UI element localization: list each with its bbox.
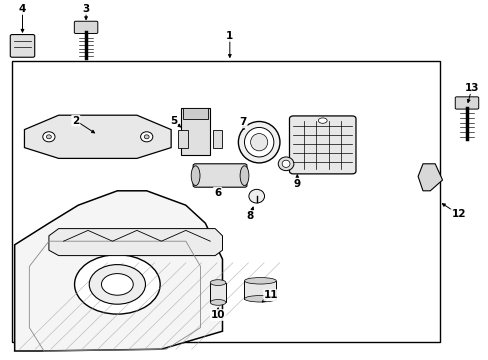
Text: 8: 8 [246, 211, 253, 221]
Text: 6: 6 [214, 188, 221, 198]
Polygon shape [15, 191, 222, 351]
Text: 1: 1 [226, 31, 233, 41]
Ellipse shape [278, 157, 293, 171]
Ellipse shape [46, 135, 51, 139]
Bar [212, 130, 222, 148]
Ellipse shape [141, 132, 153, 142]
Bar [183, 108, 207, 119]
FancyBboxPatch shape [10, 35, 35, 57]
Ellipse shape [101, 274, 133, 295]
FancyBboxPatch shape [454, 97, 478, 109]
Ellipse shape [244, 296, 276, 302]
Ellipse shape [210, 280, 225, 285]
Ellipse shape [144, 135, 149, 139]
Ellipse shape [210, 300, 225, 305]
Text: 11: 11 [264, 290, 278, 300]
Bar [12, 61, 439, 342]
Ellipse shape [244, 278, 276, 284]
Ellipse shape [74, 255, 160, 314]
Ellipse shape [244, 127, 273, 157]
Text: 13: 13 [464, 83, 478, 93]
Ellipse shape [282, 160, 289, 167]
Text: 12: 12 [450, 209, 465, 219]
FancyBboxPatch shape [74, 21, 98, 33]
Text: 7: 7 [239, 117, 246, 127]
Bar [178, 130, 188, 148]
Text: 2: 2 [72, 116, 79, 126]
Text: 3: 3 [82, 4, 89, 14]
Polygon shape [417, 164, 442, 191]
Ellipse shape [43, 132, 55, 142]
Ellipse shape [238, 122, 279, 163]
Ellipse shape [250, 134, 267, 151]
Text: 5: 5 [170, 116, 177, 126]
Polygon shape [49, 229, 222, 256]
FancyBboxPatch shape [289, 116, 355, 174]
Ellipse shape [89, 265, 145, 304]
Text: 9: 9 [293, 179, 300, 189]
FancyBboxPatch shape [193, 164, 246, 187]
Ellipse shape [318, 118, 326, 123]
Polygon shape [181, 108, 210, 155]
Ellipse shape [240, 166, 248, 186]
Bar [244, 281, 276, 299]
Ellipse shape [248, 189, 264, 203]
Ellipse shape [191, 166, 200, 186]
Bar [210, 283, 225, 302]
Text: 10: 10 [210, 310, 225, 320]
Text: 4: 4 [19, 4, 26, 14]
Polygon shape [24, 115, 171, 158]
